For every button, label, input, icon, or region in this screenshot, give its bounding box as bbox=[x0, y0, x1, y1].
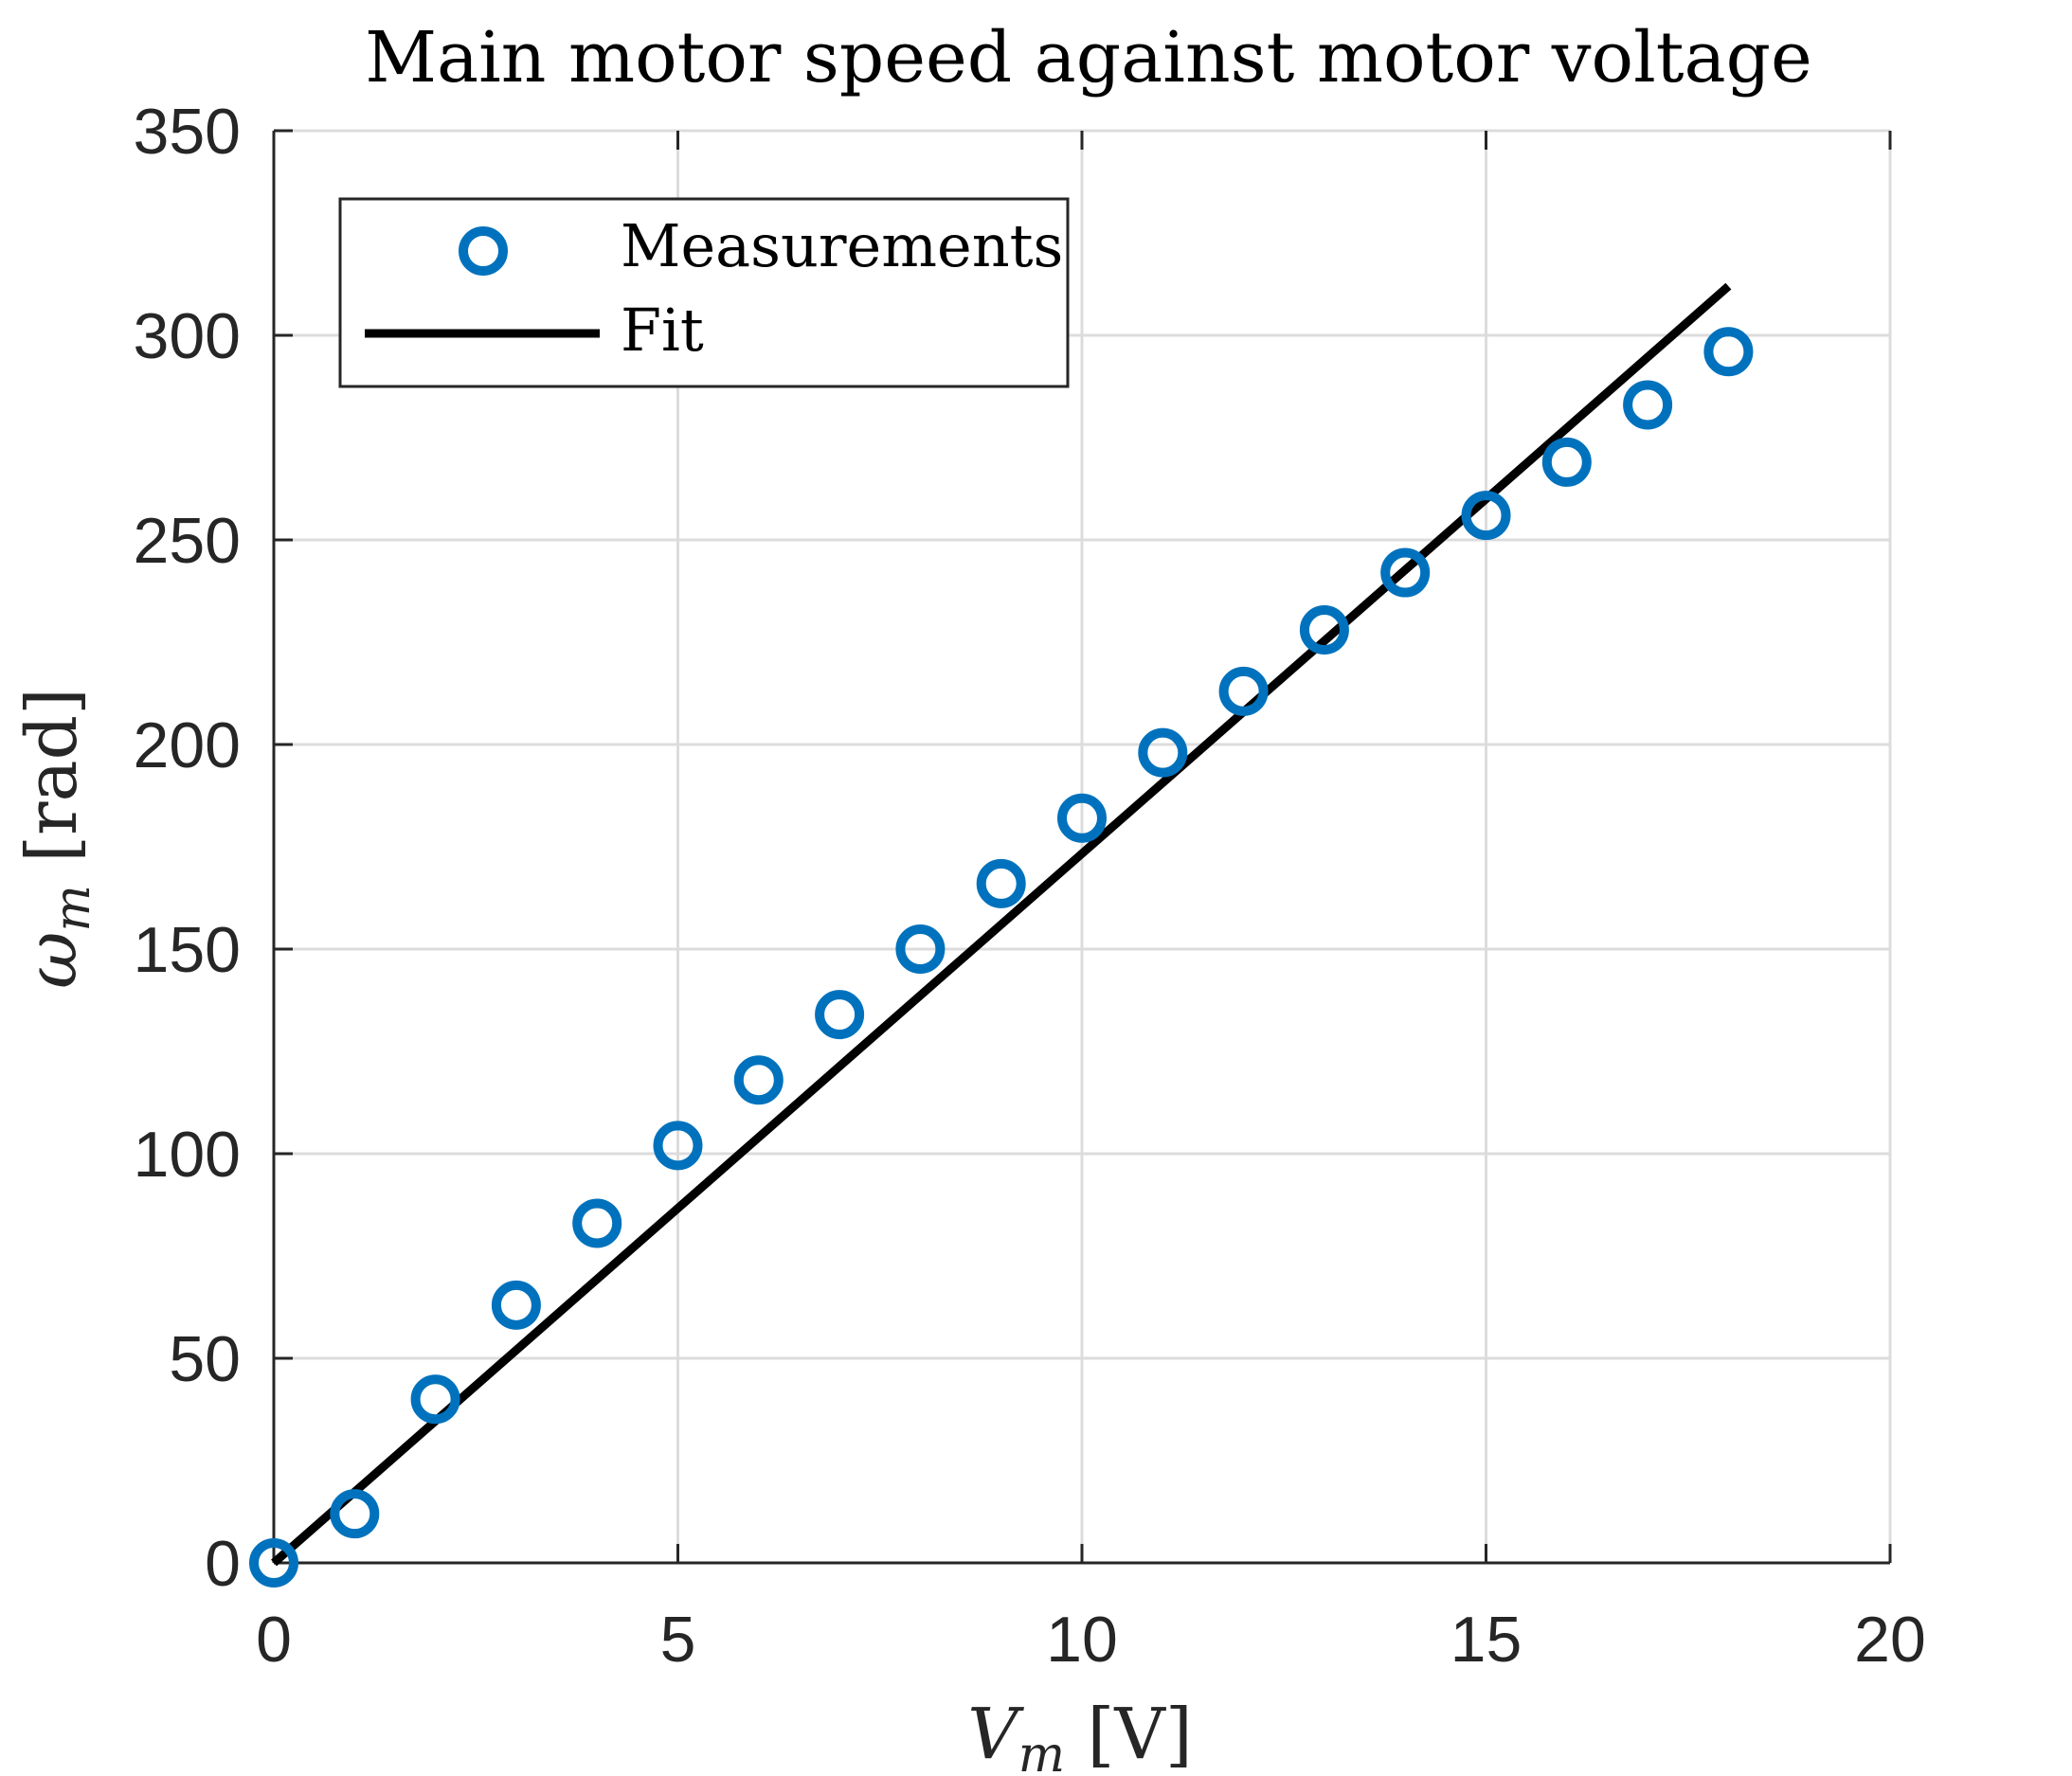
measurement-point-12 bbox=[1218, 666, 1269, 716]
y-axis-label-unit: [rad] bbox=[11, 688, 93, 885]
measurement-point-1 bbox=[330, 1489, 380, 1539]
axes bbox=[272, 129, 1892, 1565]
fit-line bbox=[271, 282, 1732, 1567]
measurement-point-9 bbox=[976, 858, 1026, 908]
y-tick-label-0: 0 bbox=[205, 1528, 241, 1600]
y-tick-label-3: 150 bbox=[134, 914, 241, 986]
legend-box bbox=[338, 197, 1070, 388]
legend-label-fit: Fit bbox=[621, 296, 704, 365]
y-tick-label-6: 300 bbox=[134, 300, 241, 372]
y-tick-label-5: 250 bbox=[134, 505, 241, 577]
x-axis-label-unit: [V] bbox=[1065, 1694, 1193, 1775]
chart-title: Main motor speed against motor voltage bbox=[365, 17, 1812, 99]
x-tick-label-3: 15 bbox=[1450, 1604, 1522, 1676]
y-tick-label-2: 100 bbox=[134, 1119, 241, 1191]
legend-label-measurements: Measurements bbox=[621, 211, 1063, 280]
measurement-point-3 bbox=[491, 1280, 541, 1330]
measurement-points bbox=[249, 327, 1754, 1588]
x-axis-label-subscript: m bbox=[1018, 1727, 1065, 1776]
fit-line-layer bbox=[271, 282, 1732, 1567]
measurement-point-5 bbox=[653, 1121, 703, 1171]
measurement-point-14 bbox=[1380, 547, 1431, 598]
measurement-point-2 bbox=[410, 1374, 460, 1425]
measurement-point-13 bbox=[1299, 605, 1349, 655]
y-tick-label-4: 200 bbox=[134, 709, 241, 781]
y-axis-label-subscript: m bbox=[45, 885, 101, 931]
measurement-point-4 bbox=[572, 1198, 622, 1248]
measurement-point-18 bbox=[1703, 327, 1754, 377]
y-tick-label-1: 50 bbox=[169, 1323, 241, 1395]
y-tick-label-7: 350 bbox=[134, 96, 241, 168]
x-tick-label-1: 5 bbox=[660, 1604, 696, 1676]
legend-marker-measurements bbox=[459, 226, 508, 276]
measurement-point-16 bbox=[1541, 437, 1592, 487]
y-axis-label-symbol: ω bbox=[11, 932, 93, 989]
legend: Measurements Fit bbox=[338, 197, 1070, 388]
x-tick-label-4: 20 bbox=[1854, 1604, 1926, 1676]
x-tick-label-2: 10 bbox=[1046, 1604, 1118, 1676]
measurement-point-6 bbox=[733, 1055, 784, 1105]
measurement-point-7 bbox=[815, 990, 865, 1040]
measurement-point-11 bbox=[1138, 727, 1188, 778]
x-tick-label-0: 0 bbox=[256, 1604, 292, 1676]
measurement-point-10 bbox=[1057, 793, 1107, 843]
measurement-point-8 bbox=[895, 924, 946, 974]
x-axis-label-symbol: V bbox=[967, 1694, 1024, 1775]
measurement-point-17 bbox=[1623, 380, 1673, 430]
measurement-point-0 bbox=[249, 1538, 298, 1588]
y-axis-label: ωm [rad] bbox=[11, 688, 101, 989]
x-axis-label: Vm [V] bbox=[967, 1694, 1192, 1776]
measurement-point-15 bbox=[1461, 491, 1511, 541]
